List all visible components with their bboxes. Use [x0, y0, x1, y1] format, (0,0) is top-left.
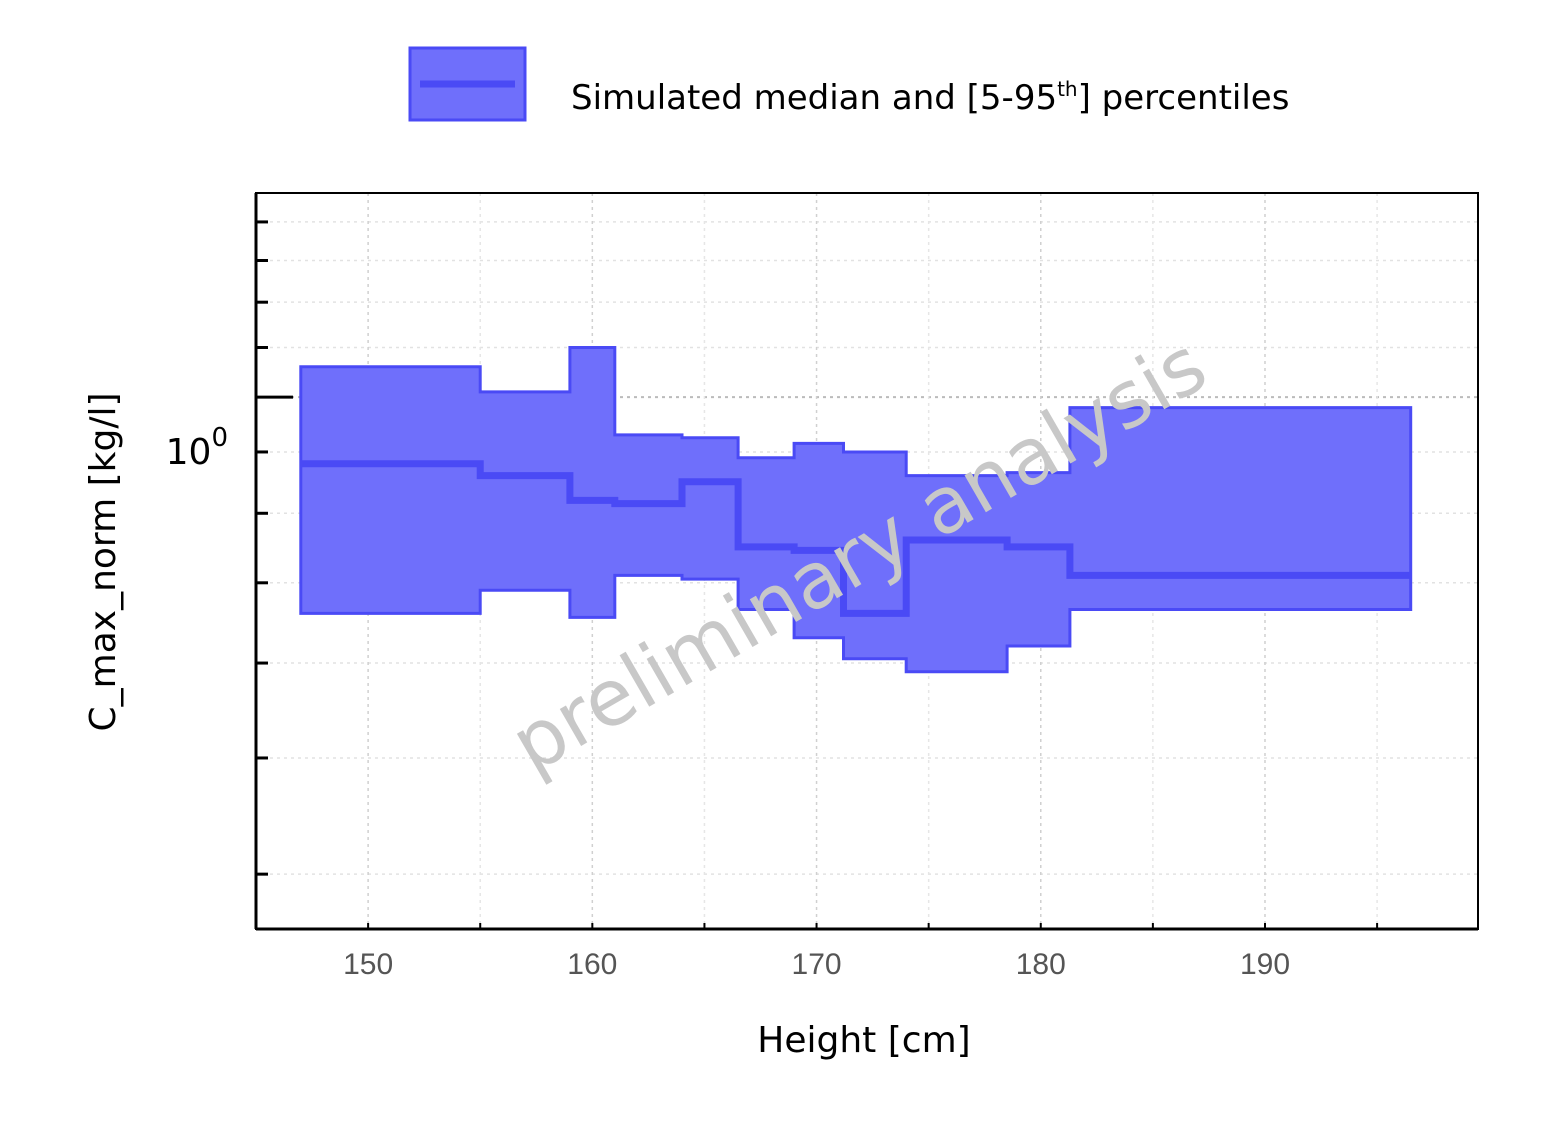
median-line-group: [300, 460, 1411, 617]
legend-text-after: ] percentiles: [1078, 78, 1290, 118]
y-ticks: [256, 220, 293, 876]
median-line: [300, 460, 1411, 617]
legend-text-superscript: th: [1057, 77, 1078, 101]
x-tick-label: 180: [1016, 948, 1066, 981]
y-tick-base: 10: [166, 432, 212, 473]
legend-label: Simulated median and [5-95th] percentile…: [571, 77, 1289, 118]
y-axis-title: C_max_norm [kg/l]: [83, 392, 124, 731]
percentile-band: [299, 346, 1413, 674]
x-ticks: 150 160 170 180 190: [343, 923, 1379, 981]
percentile-band-area: [299, 346, 1413, 674]
x-tick-label: 150: [343, 948, 393, 981]
y-tick-label: 100: [166, 423, 228, 473]
x-tick-label: 160: [567, 948, 617, 981]
legend: Simulated median and [5-95th] percentile…: [408, 46, 1289, 122]
x-axis-title: Height [cm]: [757, 1020, 970, 1061]
y-tick-exponent: 0: [211, 423, 228, 453]
x-tick-label: 170: [792, 948, 842, 981]
x-tick-label: 190: [1240, 948, 1290, 981]
legend-text-before: Simulated median and [5-95: [571, 78, 1057, 118]
